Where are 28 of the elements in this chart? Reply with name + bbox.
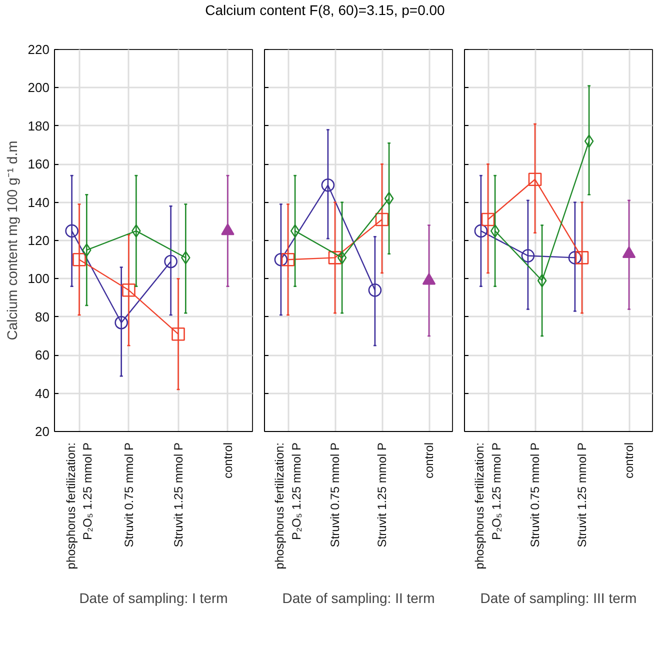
x-tick-label: Struvit 0.75 mmol P (528, 442, 542, 548)
y-tick-label: 200 (28, 80, 50, 96)
y-tick-label: 80 (35, 309, 50, 324)
text: Calcium content F(8, 60)=3.15, p=0.00 (205, 1, 445, 20)
x-tick-label: control (220, 442, 235, 479)
y-tick-label: 160 (28, 156, 50, 172)
y-tick-label: 220 (28, 42, 50, 57)
x-tick-label: Struvit 0.75 mmol P (122, 442, 136, 548)
x-tick-label: phosphorus fertilization: P₂O₅ 1.25 mmol P (64, 442, 95, 570)
x-tick-label: Struvit 1.25 mmol P (375, 442, 389, 548)
y-tick-label: 40 (35, 386, 50, 401)
y-tick-label: 100 (28, 271, 50, 286)
y-tick-label: 20 (35, 424, 50, 439)
y-tick-label: 120 (28, 233, 50, 248)
y-axis-title: Calcium content mg 100 g⁻¹ d.m (4, 140, 20, 340)
x-tick-label: Struvit 0.75 mmol P (328, 442, 342, 548)
y-tick-label: 180 (28, 118, 50, 134)
x-tick-label: phosphorus fertilization: P₂O₅ 1.25 mmol P (472, 442, 504, 570)
y-tick-label: 60 (35, 348, 50, 363)
x-tick-label: Struvit 1.25 mmol P (171, 442, 186, 548)
x-tick-label: control (622, 442, 636, 479)
x-axis-title: Date of sampling: II term (282, 590, 435, 606)
x-axis-title: Date of sampling: I term (79, 590, 228, 606)
y-tick-label: 140 (28, 194, 50, 210)
x-axis-title: Date of sampling: III term (480, 590, 637, 606)
x-tick-label: Struvit 1.25 mmol P (575, 442, 589, 548)
x-tick-label: phosphorus fertilization: P₂O₅ 1.25 mmol P (272, 442, 304, 570)
x-tick-label: control (422, 442, 436, 479)
